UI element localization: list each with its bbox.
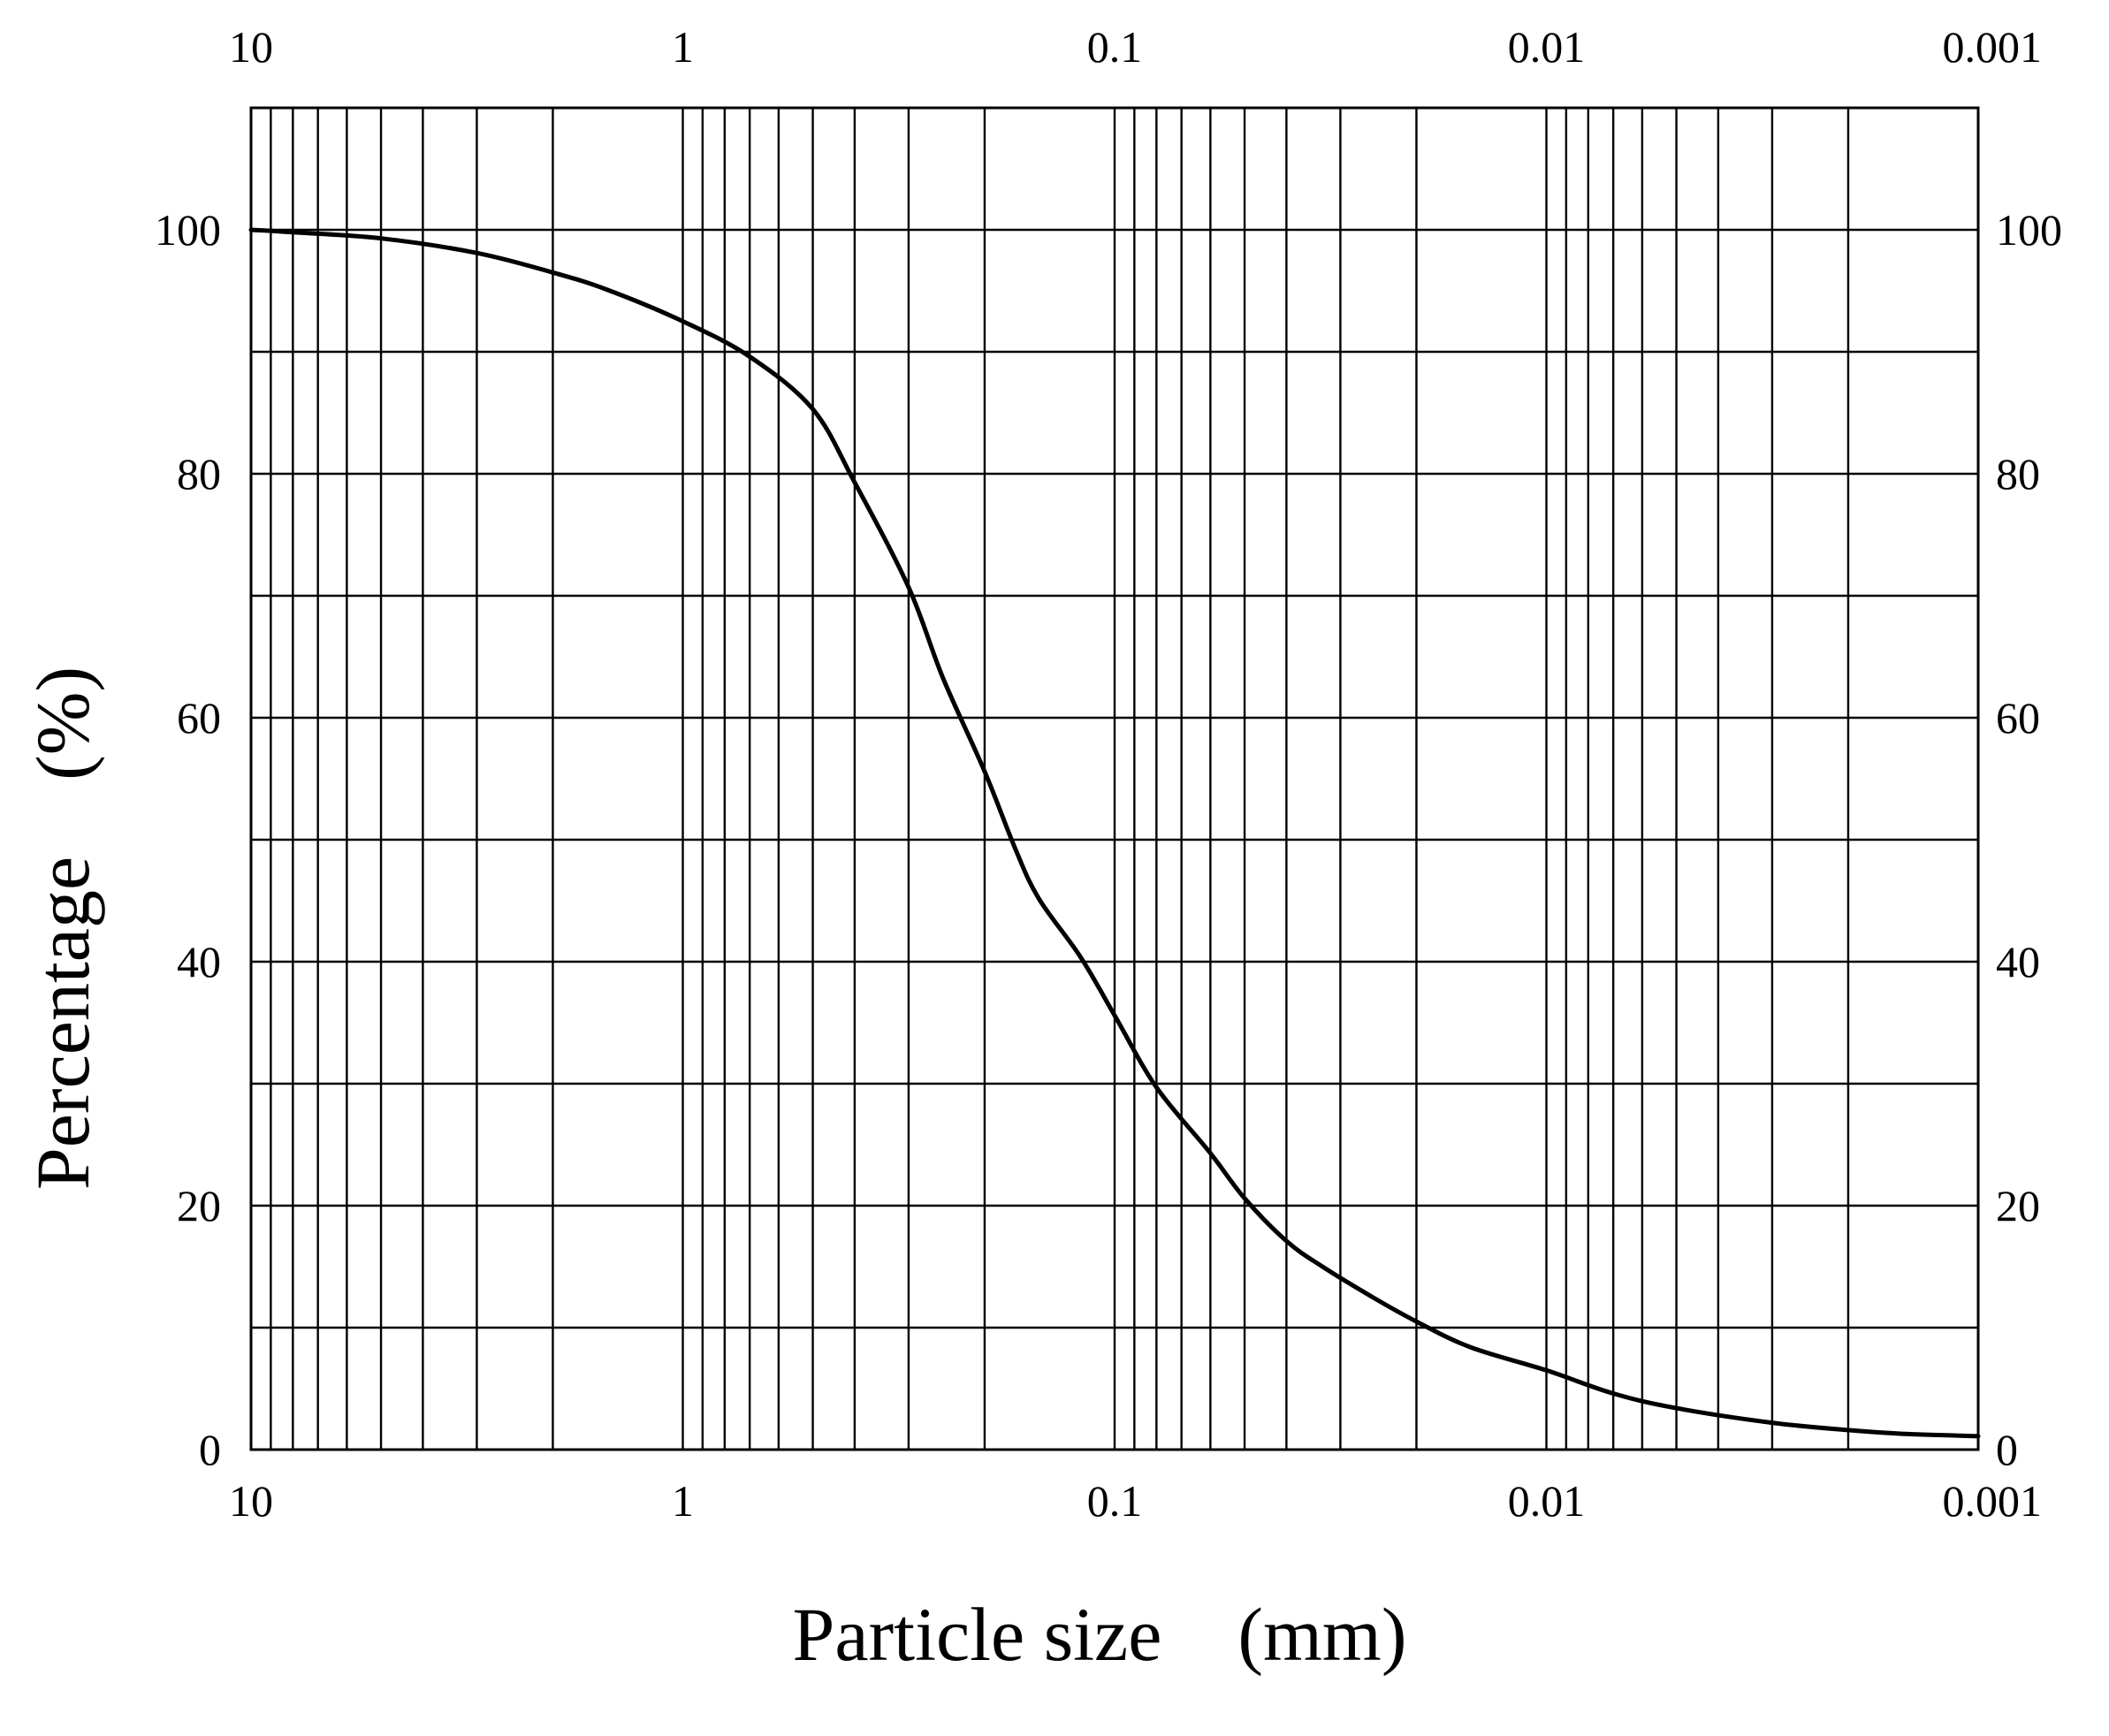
y-axis-title: Percentage (%)	[20, 666, 105, 1190]
x-tick-label-top: 10	[229, 22, 273, 72]
x-tick-label-bottom: 10	[229, 1476, 273, 1526]
y-tick-label-right: 100	[1996, 205, 2062, 255]
x-tick-label-top: 0.1	[1087, 22, 1143, 72]
x-axis-title: Particle size (mm)	[793, 1592, 1407, 1677]
y-tick-label-left: 0	[199, 1425, 221, 1474]
x-tick-label-bottom: 0.01	[1508, 1476, 1586, 1526]
curve-layer	[248, 227, 1981, 1439]
x-tick-label-top: 1	[672, 22, 694, 72]
x-tick-label-bottom: 0.1	[1087, 1476, 1143, 1526]
x-tick-label-bottom: 0.001	[1943, 1476, 2043, 1526]
grading-curve-line	[248, 227, 1981, 1439]
y-tick-label-right: 20	[1996, 1181, 2040, 1230]
y-tick-label-right: 60	[1996, 693, 2040, 742]
y-tick-label-left: 20	[177, 1181, 221, 1230]
plot-frame	[249, 106, 1980, 1451]
x-tick-label-bottom: 1	[672, 1476, 694, 1526]
y-tick-label-left: 60	[177, 693, 221, 742]
grid-layer	[249, 106, 1980, 1451]
y-tick-label-right: 80	[1996, 449, 2040, 499]
y-tick-label-left: 80	[177, 449, 221, 499]
x-tick-label-top: 0.001	[1943, 22, 2043, 72]
y-tick-label-right: 0	[1996, 1425, 2018, 1474]
y-tick-label-right: 40	[1996, 937, 2040, 986]
y-tick-label-left: 40	[177, 937, 221, 986]
x-tick-label-top: 0.01	[1508, 22, 1586, 72]
y-tick-label-left: 100	[155, 205, 221, 255]
